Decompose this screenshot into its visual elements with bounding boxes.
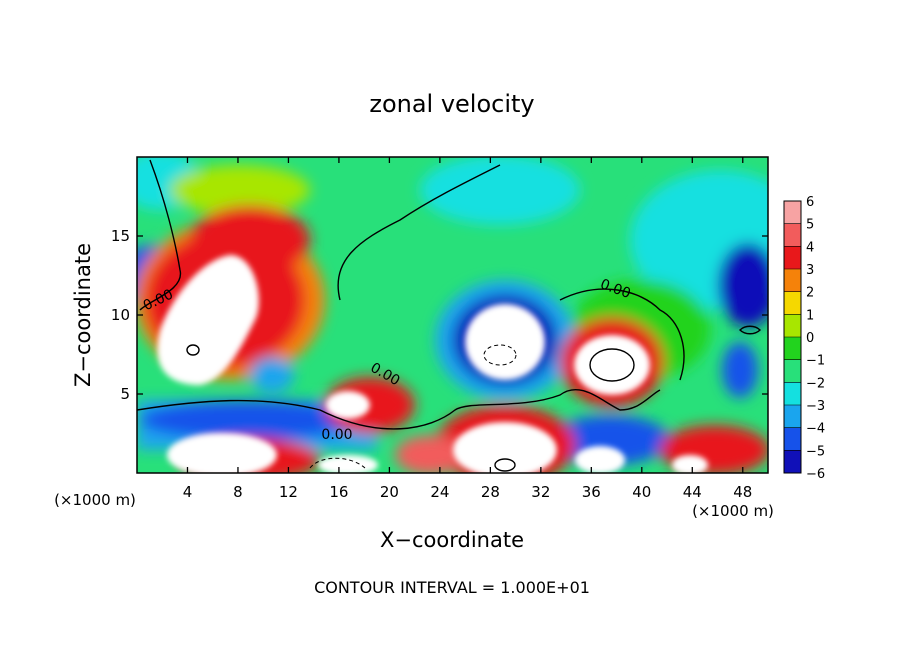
x-tick-label: 32	[531, 483, 550, 501]
colorbar-tick-label: 1	[806, 308, 814, 323]
colorbar-tick-label: −5	[806, 444, 825, 459]
x-tick-label: 44	[683, 483, 702, 501]
y-axis: 5 10 15	[111, 227, 768, 403]
colorbar-tick-label: −1	[806, 354, 825, 369]
colorbar-swatch	[784, 382, 801, 406]
y-tick-label: 15	[111, 227, 130, 245]
colorbar-swatch	[784, 269, 801, 293]
colorbar-swatch	[784, 359, 801, 383]
colorbar-tick-label: −6	[806, 467, 825, 482]
contour-lines	[137, 159, 761, 472]
colorbar-tick-label: 6	[806, 195, 814, 210]
colorbar-tick-label: −4	[806, 422, 825, 437]
colorbar-tick-label: 2	[806, 286, 814, 301]
colorbar-tick-label: 5	[806, 218, 814, 233]
colorbar-swatch	[784, 427, 801, 451]
x-axis: 4 8 12 16 20 24 28 32 36 40 44 48	[183, 157, 752, 501]
colorbar-swatch	[784, 405, 801, 429]
y-tick-label: 10	[111, 306, 130, 324]
x-tick-label: 4	[183, 483, 193, 501]
colorbar-tick-label: −2	[806, 376, 825, 391]
x-tick-label: 40	[632, 483, 651, 501]
chart-title: zonal velocity	[369, 90, 534, 118]
x-axis-label: X−coordinate	[380, 528, 524, 552]
colorbar-swatch	[784, 337, 801, 361]
y-tick-label: 5	[120, 385, 130, 403]
colorbar-tick-label: −3	[806, 399, 825, 414]
colorbar-tick-label: 3	[806, 263, 814, 278]
colorbar-legend: 6 5 4 3 2 1 0 −1 −2 −3 −4 −5 −6	[783, 195, 825, 482]
colorbar-swatch	[784, 314, 801, 338]
colorbar-tick-label: 0	[806, 331, 814, 346]
colorbar-swatch	[784, 450, 801, 474]
x-tick-label: 8	[233, 483, 243, 501]
colorbar-swatch	[784, 223, 801, 247]
y-axis-label: Z−coordinate	[71, 243, 95, 387]
x-tick-label: 20	[380, 483, 399, 501]
colorbar-tick-label: 4	[806, 240, 814, 255]
x-tick-label: 36	[582, 483, 601, 501]
x-tick-label: 28	[481, 483, 500, 501]
x-tick-label: 12	[279, 483, 298, 501]
colorbar-swatch	[784, 246, 801, 270]
x-unit-right: (×1000 m)	[692, 502, 774, 520]
colorbar-swatch	[784, 201, 801, 225]
heatmap-field	[137, 157, 768, 473]
contour-interval-note: CONTOUR INTERVAL = 1.000E+01	[314, 578, 590, 597]
x-tick-label: 16	[329, 483, 348, 501]
contour-label: 0.00	[321, 427, 352, 443]
colorbar-swatch	[784, 291, 801, 315]
x-unit-left: (×1000 m)	[54, 491, 136, 509]
x-tick-label: 24	[430, 483, 449, 501]
x-tick-label: 48	[733, 483, 752, 501]
